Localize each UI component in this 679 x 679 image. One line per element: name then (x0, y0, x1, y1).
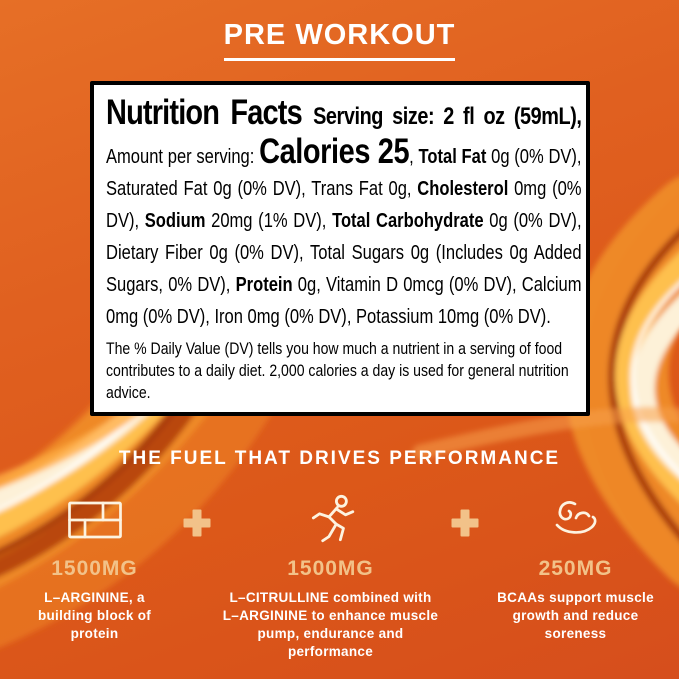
nutrition-facts-footnote: The % Daily Value (DV) tells you how muc… (105, 339, 569, 403)
fuel-column-bcaa: 250MG BCAAs support muscle growth and re… (488, 492, 664, 642)
ingredient-description: BCAAs support muscle growth and reduce s… (497, 590, 654, 641)
amount-badge: 1500MG (51, 557, 138, 581)
fuel-columns: 1500MG L–ARGININE, a building block of p… (0, 492, 679, 660)
ingredient-description: L–CITRULLINE combined with L–ARGININE to… (222, 590, 439, 659)
bicep-icon (488, 492, 664, 548)
page-title: PRE WORKOUT (223, 19, 456, 61)
nutrition-facts-panel: Nutrition Facts Serving size: 2 fl oz (5… (89, 81, 590, 417)
background-swirl-right (412, 177, 679, 590)
nutrition-facts-body: Nutrition Facts Serving size: 2 fl oz (5… (105, 93, 582, 328)
plus-icon (174, 508, 220, 538)
nutrition-facts-text: Nutrition Facts Serving size: 2 fl oz (5… (105, 93, 582, 404)
label-content: PRE WORKOUT Nutrition Facts Serving size… (0, 0, 679, 661)
bricks-icon (16, 492, 174, 548)
fuel-heading: THE FUEL THAT DRIVES PERFORMANCE (118, 448, 561, 470)
amount-badge: 250MG (538, 557, 613, 581)
ingredient-description: L–ARGININE, a building block of protein (37, 590, 152, 641)
runner-icon (220, 492, 442, 548)
fuel-column-arginine: 1500MG L–ARGININE, a building block of p… (16, 492, 174, 642)
amount-badge: 1500MG (287, 557, 374, 581)
plus-icon (442, 508, 488, 538)
fuel-column-citrulline: 1500MG L–CITRULLINE combined with L–ARGI… (220, 492, 442, 660)
